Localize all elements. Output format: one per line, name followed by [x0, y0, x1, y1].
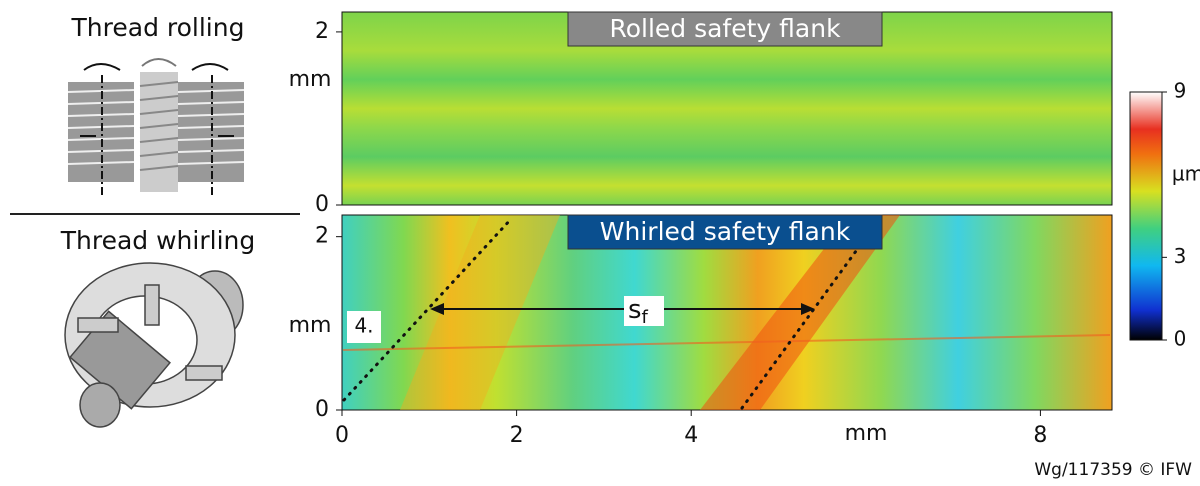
spacing-subscript: f: [642, 307, 649, 328]
marker: 4.: [354, 314, 373, 338]
plot-title: Rolled safety flank: [609, 14, 841, 43]
colorbar-label: µm: [1172, 162, 1200, 186]
y-label: mm: [289, 313, 332, 338]
spacing-label: sf: [628, 295, 649, 329]
credit: Wg/117359 © IFW: [1034, 460, 1192, 480]
dotted-line: [740, 216, 882, 410]
plot-title: Whirled safety flank: [600, 217, 851, 246]
spacing-symbol: s: [628, 295, 642, 325]
rolling-icon: [67, 58, 245, 195]
title-box: [567, 214, 883, 250]
colorbar-tick-label: 9: [1174, 79, 1187, 103]
rolling-label: Thread rolling: [71, 13, 245, 42]
y-label: mm: [289, 67, 332, 92]
colorbar: [1129, 91, 1163, 341]
colorbar-tick-label: 0: [1174, 327, 1187, 351]
x-tick-label: 0: [335, 423, 349, 448]
x-tick-label: 8: [1033, 423, 1047, 448]
spacing-arrow: [430, 296, 815, 326]
y-tick-label: 2: [315, 224, 329, 249]
colorbar-tick-label: 3: [1174, 244, 1187, 268]
x-tick-label: 4: [684, 423, 698, 448]
title-box: [567, 11, 883, 47]
y-tick-label: 2: [315, 19, 329, 44]
whirling-icon: [64, 262, 244, 428]
dotted-line: [342, 216, 514, 402]
x-label: mm: [845, 421, 888, 446]
streak: [342, 334, 1111, 351]
band: [700, 215, 900, 410]
y-tick-label: 0: [315, 192, 329, 217]
y-tick-label: 0: [315, 397, 329, 422]
marker-box: [347, 311, 381, 343]
x-tick-label: 2: [510, 423, 524, 448]
whirling-label: Thread whirling: [60, 226, 255, 255]
band: [400, 215, 560, 410]
